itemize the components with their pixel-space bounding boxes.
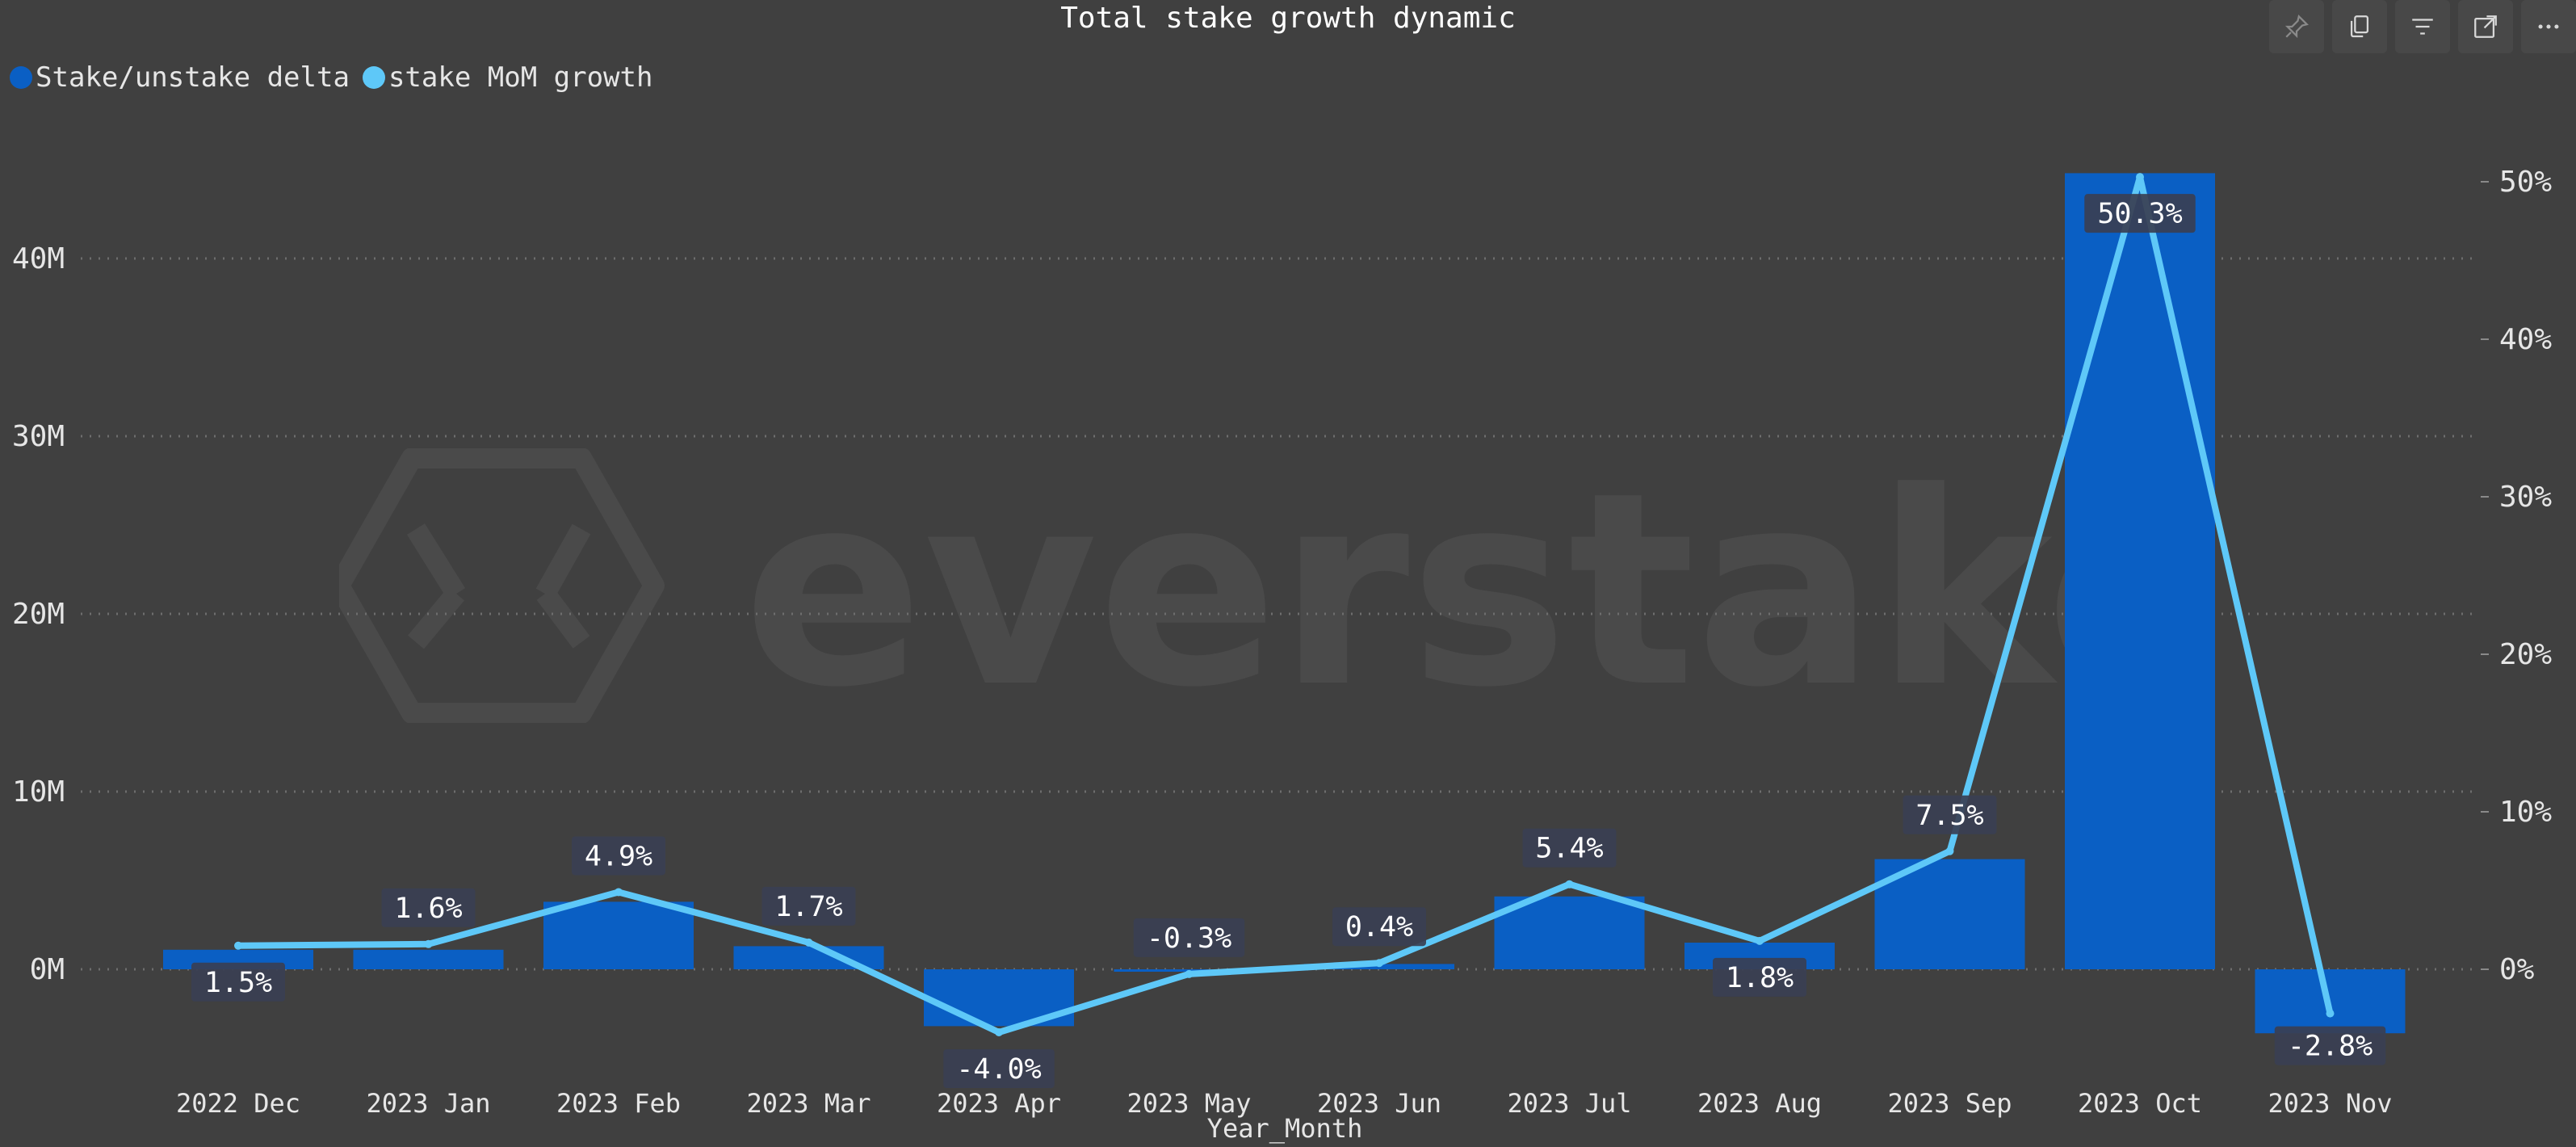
line-point[interactable]	[995, 1028, 1003, 1036]
data-label-bg	[2274, 1026, 2386, 1065]
x-tick-label: 2023 Jun	[1317, 1088, 1441, 1119]
x-tick-label: 2023 Nov	[2268, 1088, 2392, 1119]
data-label-bg	[1903, 795, 1997, 834]
data-label: 1.6%	[394, 893, 462, 925]
y-right-tick-label: 10%	[2499, 796, 2552, 829]
data-label-bg	[1133, 918, 1245, 957]
axes: 0M 10M 20M 30M 40M 0% 10% 20% 30% 40% 50% 2022 Dec 2…	[12, 166, 2552, 1119]
data-label-bg	[381, 888, 476, 927]
data-labels: 1.5% 1.6% 4.9% 1.7% -4.0% -0.3% 0.4% 5.4% 1.8% 7.…	[191, 194, 2386, 1088]
data-label: 50.3%	[2097, 198, 2182, 230]
focus-mode-button[interactable]	[2458, 0, 2513, 53]
data-label-bg	[1332, 907, 1426, 947]
bar-series-stake-unstake-delta	[163, 173, 2406, 1034]
x-axis-title: Year_Month	[1207, 1113, 1363, 1144]
y-right-tick-label: 30%	[2499, 481, 2552, 514]
pin-icon	[2284, 15, 2309, 39]
x-tick-label: 2023 Apr	[937, 1088, 1061, 1119]
legend-label: Stake/unstake delta	[36, 61, 350, 94]
data-label-bg	[943, 1049, 1055, 1088]
x-tick-label: 2023 May	[1126, 1088, 1251, 1119]
legend-marker-bar	[10, 66, 32, 89]
legend-item-mom-growth[interactable]: stake MoM growth	[362, 61, 653, 94]
y-left-tick-label: 0M	[30, 953, 65, 986]
data-label-bg	[1522, 828, 1617, 868]
data-label: 4.9%	[585, 840, 652, 872]
y-right-tick-label: 20%	[2499, 638, 2552, 671]
data-label: 1.7%	[774, 891, 842, 923]
bar-2023-jan[interactable]	[353, 949, 504, 969]
line-point[interactable]	[1565, 880, 1574, 889]
data-label: 1.8%	[1726, 962, 1794, 994]
x-tick-label: 2023 Aug	[1697, 1088, 1822, 1119]
y-right-tick-label: 50%	[2499, 166, 2552, 199]
line-point[interactable]	[804, 938, 813, 947]
legend-item-stake-unstake-delta[interactable]: Stake/unstake delta	[10, 61, 350, 94]
bar-2023-jul[interactable]	[1494, 896, 1645, 969]
data-label-bg	[572, 836, 665, 876]
visual-toolbar	[2261, 0, 2576, 53]
data-label: 1.5%	[204, 967, 272, 999]
more-icon	[2538, 24, 2559, 29]
x-tick-label: 2023 Sep	[1887, 1088, 2012, 1119]
line-point[interactable]	[1945, 847, 1954, 855]
data-label-bg	[761, 886, 856, 926]
copy-icon	[2350, 15, 2369, 38]
more-options-button[interactable]	[2521, 0, 2576, 53]
x-tick-label: 2023 Jul	[1507, 1088, 1631, 1119]
x-tick-label: 2023 Feb	[556, 1088, 681, 1119]
chart-title: Total stake growth dynamic	[1060, 2, 1516, 35]
line-point[interactable]	[1375, 959, 1383, 968]
y-left-tick-label: 40M	[12, 242, 65, 275]
y-right-tick-label: 0%	[2499, 953, 2535, 986]
line-point[interactable]	[2136, 173, 2144, 182]
mom-growth-line[interactable]	[235, 174, 2334, 1036]
x-tick-label: 2022 Dec	[176, 1088, 300, 1119]
line-point[interactable]	[1756, 936, 1764, 945]
line-series-mom-growth	[234, 173, 2335, 1036]
data-label-bg	[191, 962, 285, 1002]
data-label: 5.4%	[1535, 833, 1603, 865]
expand-icon	[2474, 15, 2497, 38]
pin-button[interactable]	[2269, 0, 2324, 53]
legend-label: stake MoM growth	[388, 61, 653, 94]
x-tick-label: 2023 Mar	[746, 1088, 871, 1119]
line-point[interactable]	[1185, 969, 1194, 978]
legend-marker-line	[362, 66, 385, 89]
legend: Stake/unstake delta stake MoM growth	[10, 60, 665, 95]
bar-2023-oct[interactable]	[2065, 173, 2215, 969]
data-label-bg	[2084, 194, 2196, 233]
data-label: 7.5%	[1915, 800, 1983, 832]
line-point[interactable]	[424, 939, 433, 948]
data-label: -4.0%	[956, 1053, 1041, 1086]
data-label: 0.4%	[1345, 911, 1413, 943]
line-point[interactable]	[2326, 1009, 2335, 1018]
line-point[interactable]	[234, 941, 242, 950]
x-tick-label: 2023 Jan	[366, 1088, 490, 1119]
x-tick-label: 2023 Oct	[2078, 1088, 2202, 1119]
data-label: -2.8%	[2288, 1031, 2373, 1063]
data-label-bg	[1713, 957, 1806, 997]
filter-button[interactable]	[2395, 0, 2450, 53]
y-left-tick-label: 30M	[12, 420, 65, 453]
filter-icon	[2412, 19, 2433, 35]
copy-visual-button[interactable]	[2332, 0, 2387, 53]
y-left-tick-label: 10M	[12, 775, 65, 809]
y-right-tick-label: 40%	[2499, 323, 2552, 356]
bar-2023-feb[interactable]	[543, 901, 694, 969]
line-point[interactable]	[615, 888, 623, 897]
data-label: -0.3%	[1147, 922, 1231, 955]
y-left-tick-label: 20M	[12, 598, 65, 631]
